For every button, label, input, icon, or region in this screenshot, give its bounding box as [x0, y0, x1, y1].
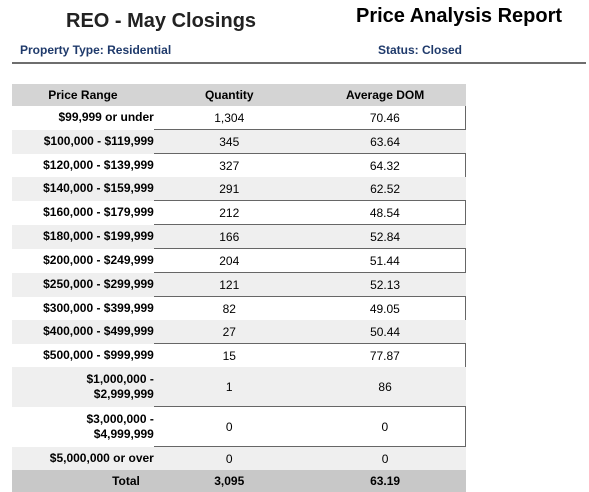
price-range-line: $2,999,999	[93, 386, 154, 401]
quantity-cell: 291	[153, 177, 305, 201]
price-range-line: $4,999,999	[93, 426, 154, 441]
average-dom-cell: 86	[304, 367, 466, 407]
average-dom-cell: 62.52	[304, 177, 466, 201]
price-range-cell: $1,000,000 - $2,999,999	[12, 367, 154, 407]
total-quantity: 3,095	[153, 470, 305, 492]
column-header-price-range: Price Range	[12, 84, 154, 106]
total-average-dom: 63.19	[304, 470, 466, 492]
table-row: $5,000,000 or over 0 0	[12, 446, 466, 470]
table-row: $500,000 - $999,999 15 77.87	[12, 343, 466, 367]
column-header-average-dom: Average DOM	[304, 84, 466, 106]
quantity-cell: 0	[153, 406, 305, 447]
average-dom-cell: 52.13	[304, 272, 466, 297]
price-range-cell: $160,000 - $179,999	[43, 205, 154, 219]
average-dom-cell: 77.87	[304, 343, 466, 367]
average-dom-cell: 63.64	[304, 129, 466, 154]
average-dom-cell: 0	[304, 446, 466, 470]
price-range-cell: $400,000 - $499,999	[12, 320, 154, 344]
quantity-cell: 1	[153, 367, 305, 407]
table-row: $100,000 - $119,999 345 63.64	[12, 129, 466, 154]
price-range-cell: $120,000 - $139,999	[43, 157, 154, 172]
price-analysis-table: Price Range Quantity Average DOM $99,999…	[12, 84, 466, 492]
total-label: Total	[12, 470, 154, 492]
quantity-cell: 82	[153, 296, 305, 320]
table-row: $3,000,000 - $4,999,999 0 0	[12, 406, 466, 447]
report-title: Price Analysis Report	[356, 5, 563, 27]
average-dom-cell: 48.54	[304, 200, 466, 225]
table-row: $120,000 - $139,999 327 64.32	[12, 153, 466, 177]
price-range-cell: $3,000,000 - $4,999,999	[12, 407, 154, 447]
table-row: $300,000 - $399,999 82 49.05	[12, 296, 466, 320]
average-dom-cell: 49.05	[304, 296, 466, 320]
price-range-cell: $140,000 - $159,999	[12, 177, 154, 201]
quantity-cell: 204	[153, 248, 305, 273]
table-row: $200,000 - $249,999 204 51.44	[12, 248, 466, 273]
price-range-cell: $100,000 - $119,999	[12, 129, 154, 154]
page-title: REO - May Closings	[66, 10, 257, 32]
status-label: Status: Closed	[378, 43, 463, 57]
column-header-quantity: Quantity	[153, 84, 305, 106]
average-dom-cell: 50.44	[304, 320, 466, 344]
average-dom-cell: 51.44	[304, 248, 466, 273]
price-range-cell: $99,999 or under	[58, 110, 154, 125]
price-range-line: $1,000,000 -	[86, 371, 154, 386]
quantity-cell: 212	[153, 200, 305, 225]
table-row: $250,000 - $299,999 121 52.13	[12, 272, 466, 297]
average-dom-cell: 0	[304, 406, 466, 447]
price-range-cell: $200,000 - $249,999	[43, 253, 154, 267]
quantity-cell: 166	[153, 224, 305, 249]
price-range-cell: $5,000,000 or over	[12, 446, 154, 470]
table-total-row: Total 3,095 63.19	[12, 470, 466, 492]
price-range-cell: $300,000 - $399,999	[43, 300, 154, 315]
price-range-cell: $250,000 - $299,999	[12, 272, 154, 297]
average-dom-cell: 70.46	[304, 106, 466, 130]
quantity-cell: 27	[153, 320, 305, 344]
table-row: $140,000 - $159,999 291 62.52	[12, 177, 466, 201]
table-row: $1,000,000 - $2,999,999 1 86	[12, 367, 466, 407]
quantity-cell: 121	[153, 272, 305, 297]
average-dom-cell: 64.32	[304, 153, 466, 177]
table-row: $99,999 or under 1,304 70.46	[12, 106, 466, 130]
quantity-cell: 327	[153, 153, 305, 177]
quantity-cell: 1,304	[214, 110, 245, 125]
price-range-cell: $500,000 - $999,999	[43, 347, 154, 362]
table-header-row: Price Range Quantity Average DOM	[12, 84, 466, 106]
average-dom-cell: 52.84	[304, 224, 466, 249]
table-row: $400,000 - $499,999 27 50.44	[12, 320, 466, 344]
quantity-cell: 15	[153, 343, 305, 367]
table-row: $180,000 - $199,999 166 52.84	[12, 224, 466, 249]
table-row: $160,000 - $179,999 212 48.54	[12, 200, 466, 225]
property-type-label: Property Type: Residential	[20, 43, 172, 57]
header-divider	[12, 62, 586, 64]
price-range-line: $3,000,000 -	[86, 411, 154, 426]
quantity-cell: 345	[153, 129, 305, 154]
price-range-cell: $180,000 - $199,999	[12, 224, 154, 249]
quantity-cell: 0	[153, 446, 305, 470]
